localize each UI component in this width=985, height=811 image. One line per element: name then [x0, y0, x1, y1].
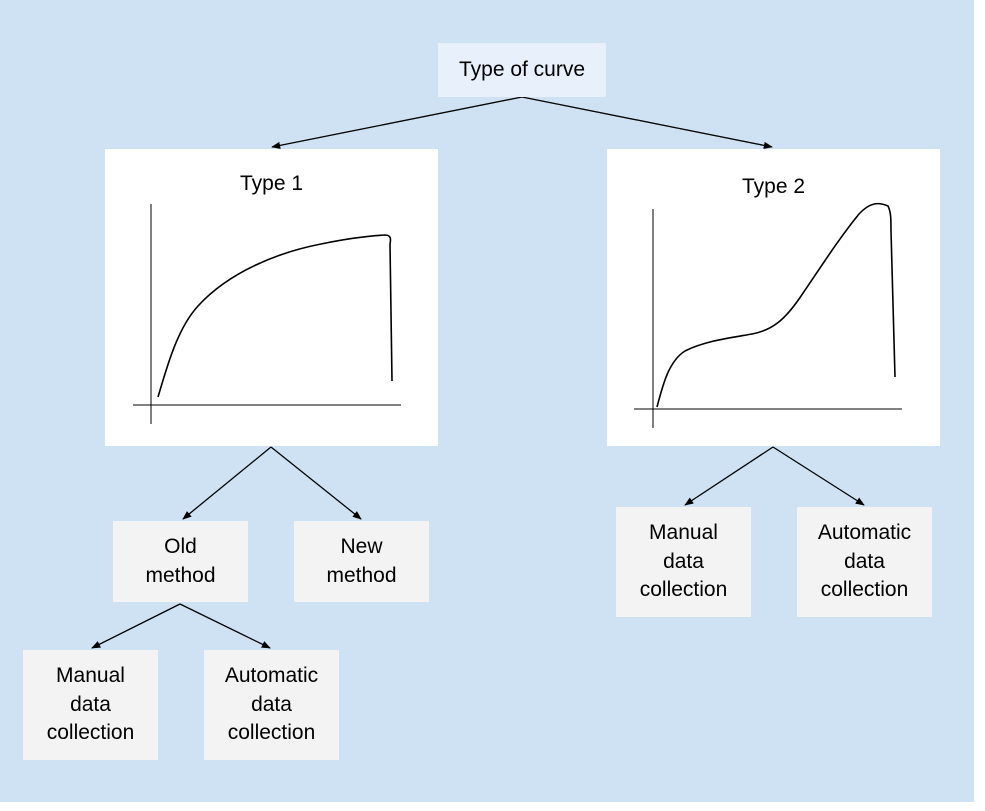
old-method-node: Old method [113, 521, 248, 602]
type2-curve [656, 202, 896, 408]
old-method-automatic-label: Automatic data collection [224, 664, 319, 745]
type2-automatic-node: Automatic data collection [797, 507, 932, 617]
type1-curve [157, 234, 393, 398]
old-method-automatic-node: Automatic data collection [204, 650, 339, 760]
old-method-manual-node: Manual data collection [23, 650, 158, 760]
old-method-label: Old method [145, 535, 216, 587]
new-method-label: New method [326, 535, 397, 587]
type1-title: Type 1 [239, 172, 304, 195]
type2-panel: Type 2 [607, 149, 940, 446]
root-label: Type of curve [458, 57, 586, 81]
type1-curve-sketch [133, 204, 401, 424]
type2-automatic-label: Automatic data collection [817, 521, 912, 602]
type2-title: Type 2 [741, 175, 806, 198]
root-node: Type of curve [438, 43, 606, 97]
old-method-manual-label: Manual data collection [46, 664, 135, 745]
new-method-node: New method [294, 521, 429, 602]
type2-curve-sketch [634, 202, 902, 428]
type2-manual-label: Manual data collection [639, 521, 728, 602]
type1-panel: Type 1 [105, 149, 438, 446]
type2-manual-node: Manual data collection [616, 507, 751, 617]
